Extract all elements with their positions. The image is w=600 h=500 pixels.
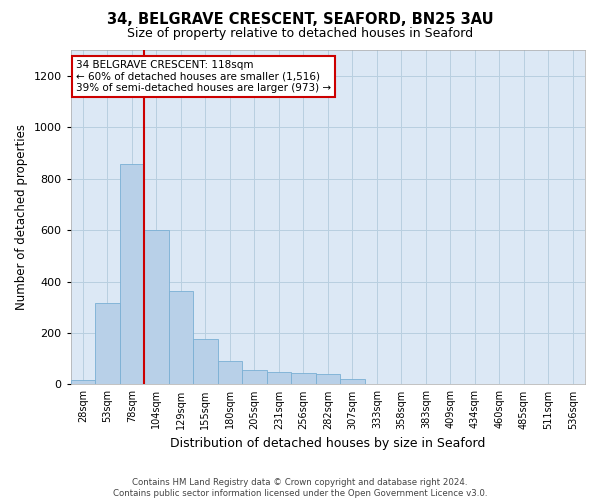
Bar bbox=[218, 362, 242, 384]
Bar bbox=[266, 372, 291, 384]
Bar bbox=[242, 370, 266, 384]
Bar bbox=[144, 230, 169, 384]
Bar bbox=[95, 304, 119, 384]
Text: Contains HM Land Registry data © Crown copyright and database right 2024.
Contai: Contains HM Land Registry data © Crown c… bbox=[113, 478, 487, 498]
Bar bbox=[193, 340, 218, 384]
Bar bbox=[316, 374, 340, 384]
Text: Size of property relative to detached houses in Seaford: Size of property relative to detached ho… bbox=[127, 28, 473, 40]
Bar bbox=[119, 164, 144, 384]
Bar bbox=[291, 373, 316, 384]
Bar bbox=[169, 290, 193, 384]
Bar bbox=[71, 380, 95, 384]
Bar bbox=[340, 380, 365, 384]
X-axis label: Distribution of detached houses by size in Seaford: Distribution of detached houses by size … bbox=[170, 437, 485, 450]
Text: 34, BELGRAVE CRESCENT, SEAFORD, BN25 3AU: 34, BELGRAVE CRESCENT, SEAFORD, BN25 3AU bbox=[107, 12, 493, 28]
Y-axis label: Number of detached properties: Number of detached properties bbox=[15, 124, 28, 310]
Text: 34 BELGRAVE CRESCENT: 118sqm
← 60% of detached houses are smaller (1,516)
39% of: 34 BELGRAVE CRESCENT: 118sqm ← 60% of de… bbox=[76, 60, 331, 93]
